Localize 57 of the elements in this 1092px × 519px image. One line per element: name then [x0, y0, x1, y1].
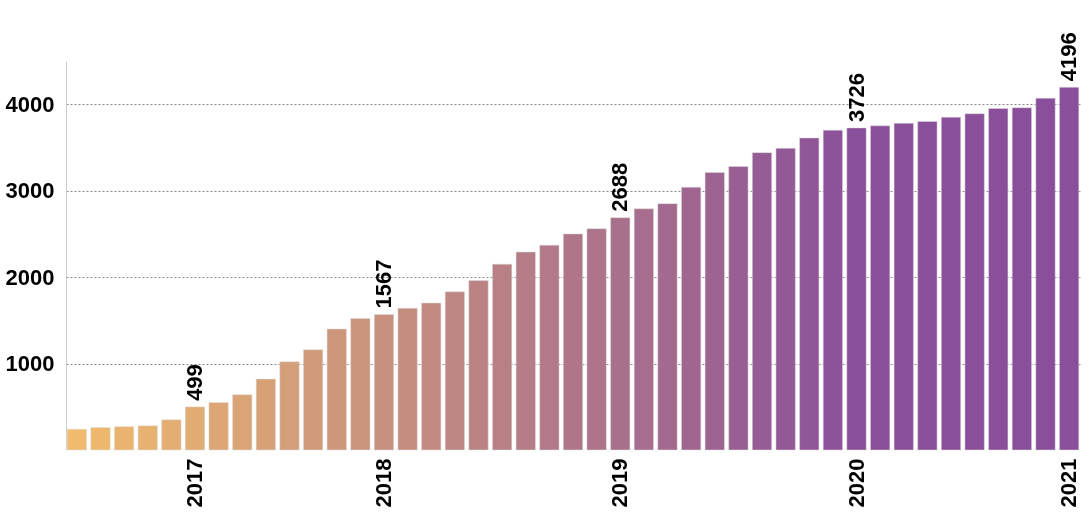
- bar: [279, 361, 300, 451]
- bar: [161, 419, 182, 451]
- bar: [208, 402, 229, 451]
- x-tick-label: 2018: [371, 458, 396, 508]
- bar: [799, 137, 820, 451]
- bar: [633, 208, 654, 451]
- y-tick-label: 1000: [5, 351, 55, 377]
- x-tick-label: 2020: [843, 458, 869, 508]
- bar: [66, 429, 87, 451]
- bar: [870, 125, 891, 451]
- bar: [137, 425, 158, 451]
- y-tick-label: 4000: [5, 91, 55, 117]
- bar: [846, 127, 867, 451]
- bar: [1011, 107, 1032, 451]
- bar: [515, 251, 536, 451]
- bar: [421, 302, 442, 451]
- bar: [728, 166, 749, 451]
- bar: [964, 113, 985, 451]
- bar: [185, 406, 205, 451]
- bar: [1035, 97, 1056, 451]
- x-tick-label: 2021: [1056, 458, 1082, 508]
- bar: [114, 426, 135, 451]
- x-tick-label: 2017: [181, 458, 207, 508]
- bar: [752, 152, 772, 451]
- bar: [822, 129, 843, 451]
- bar: [492, 263, 513, 451]
- bar: [586, 228, 607, 451]
- bar: [468, 280, 489, 451]
- bar: [350, 318, 371, 451]
- bar: [941, 116, 961, 451]
- bar: [374, 314, 394, 451]
- data-label: 4196: [1056, 32, 1082, 82]
- bar: [917, 121, 938, 451]
- bar: [539, 244, 560, 451]
- bar: [1059, 87, 1080, 451]
- bar: [681, 186, 702, 451]
- data-label: 1567: [371, 259, 396, 309]
- bar: [326, 328, 347, 451]
- bar: [704, 172, 725, 451]
- bar: [563, 233, 583, 451]
- bar: [303, 349, 324, 451]
- bar: [988, 108, 1009, 451]
- x-tick-label: 2019: [607, 458, 633, 508]
- data-label: 2688: [607, 162, 633, 212]
- bar: [397, 307, 418, 451]
- bar: [255, 378, 276, 451]
- data-label: 499: [181, 364, 207, 401]
- y-tick-label: 3000: [5, 178, 55, 204]
- bar: [893, 122, 914, 451]
- bar: [775, 148, 796, 451]
- bar: [657, 203, 678, 451]
- y-tick-label: 2000: [5, 264, 55, 290]
- bar: [90, 427, 111, 451]
- bar: [444, 291, 465, 451]
- data-label: 3726: [843, 72, 869, 122]
- bar: [232, 394, 253, 451]
- bar: [610, 217, 631, 451]
